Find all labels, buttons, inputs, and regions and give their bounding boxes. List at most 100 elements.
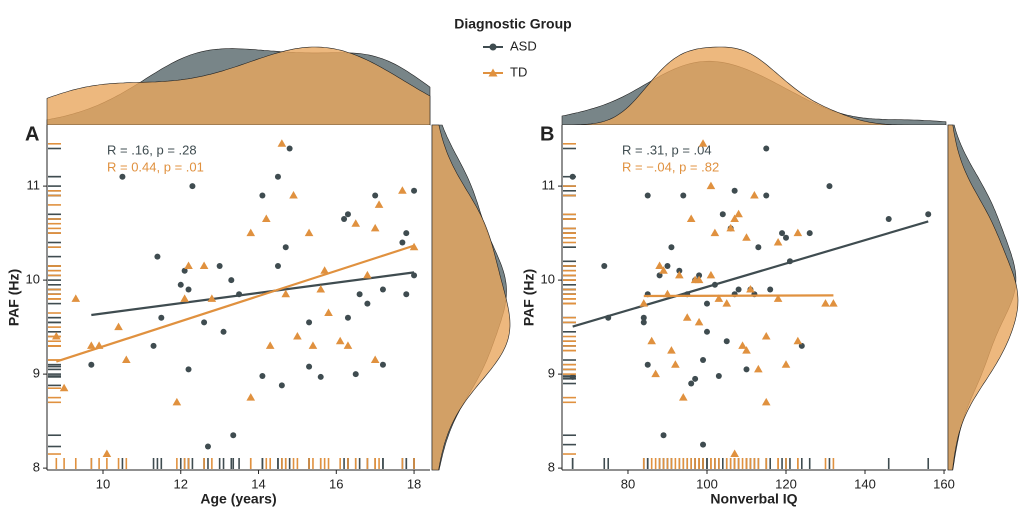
y-tick-label: 11 xyxy=(542,178,556,193)
point xyxy=(719,211,726,218)
point xyxy=(639,299,649,307)
point xyxy=(180,294,189,302)
point xyxy=(265,341,275,349)
regression-line xyxy=(572,220,929,328)
x-tick-label: 10 xyxy=(96,476,110,491)
point xyxy=(671,360,680,368)
point xyxy=(700,441,707,448)
point xyxy=(88,361,95,368)
top-density xyxy=(561,46,946,126)
y-tick-label: 9 xyxy=(33,366,40,381)
right-density xyxy=(947,124,1019,471)
point xyxy=(409,242,419,251)
point xyxy=(344,314,351,321)
right-density xyxy=(431,124,511,471)
point xyxy=(277,139,287,147)
point xyxy=(793,336,803,345)
point xyxy=(680,192,687,199)
y-axis-title: PAF (Hz) xyxy=(6,269,22,326)
point xyxy=(306,363,313,370)
point xyxy=(87,341,96,349)
point xyxy=(201,319,208,326)
x-tick-label: 120 xyxy=(775,476,797,491)
point xyxy=(726,223,735,232)
point xyxy=(94,341,104,349)
plot-area xyxy=(562,125,946,470)
point xyxy=(829,299,838,307)
point xyxy=(364,300,371,307)
point xyxy=(204,443,211,450)
point xyxy=(370,355,380,364)
point xyxy=(293,332,302,340)
legend-symbol xyxy=(489,43,497,51)
annotation: R = .16, p = .28 xyxy=(107,142,197,157)
point xyxy=(344,211,351,218)
annotation: R = .31, p = .04 xyxy=(622,142,712,157)
annotation: R = 0.44, p = .01 xyxy=(107,159,204,174)
legend-title: Diagnostic Group xyxy=(454,16,571,32)
point xyxy=(605,314,612,321)
point xyxy=(59,383,69,392)
point xyxy=(692,375,699,382)
point xyxy=(185,286,192,293)
point xyxy=(282,244,289,251)
regression-line xyxy=(55,244,415,363)
y-tick-label: 11 xyxy=(27,178,41,193)
point xyxy=(703,300,710,307)
point xyxy=(651,369,660,378)
point xyxy=(102,449,112,458)
point xyxy=(659,266,668,274)
point xyxy=(351,219,361,227)
point xyxy=(352,371,359,378)
point xyxy=(767,286,774,293)
point xyxy=(259,192,266,199)
point xyxy=(286,145,293,152)
point xyxy=(798,342,805,349)
x-tick-label: 100 xyxy=(696,476,718,491)
panel-label: B xyxy=(540,123,554,145)
point xyxy=(71,294,81,302)
point xyxy=(304,228,314,237)
point xyxy=(356,291,363,298)
regression-line xyxy=(643,294,834,298)
point xyxy=(281,289,291,298)
point xyxy=(207,294,217,302)
plot-area xyxy=(47,125,430,470)
point xyxy=(398,186,407,194)
point xyxy=(678,393,688,401)
point xyxy=(754,364,763,373)
point xyxy=(773,294,783,302)
point xyxy=(320,266,329,274)
x-tick-label: 14 xyxy=(251,476,265,491)
point xyxy=(154,253,161,260)
point xyxy=(783,234,789,241)
point xyxy=(730,449,739,458)
point xyxy=(411,187,418,194)
point xyxy=(734,209,743,218)
point xyxy=(694,317,704,326)
annotation: R = −.04, p = .82 xyxy=(622,159,719,174)
point xyxy=(601,263,608,270)
point xyxy=(742,233,751,241)
point xyxy=(230,432,237,439)
point xyxy=(686,214,696,223)
point xyxy=(199,261,209,270)
x-tick-label: 12 xyxy=(174,476,188,491)
y-tick-label: 9 xyxy=(548,366,555,381)
point xyxy=(122,355,131,364)
point xyxy=(228,277,235,284)
point xyxy=(723,338,730,345)
point xyxy=(663,289,672,298)
point xyxy=(761,332,771,340)
point xyxy=(411,272,418,279)
point xyxy=(379,286,386,293)
point xyxy=(779,230,786,237)
point xyxy=(184,261,193,270)
point xyxy=(826,183,833,190)
x-tick-label: 160 xyxy=(933,476,955,491)
point xyxy=(667,346,676,354)
point xyxy=(220,328,227,335)
point xyxy=(640,319,647,326)
